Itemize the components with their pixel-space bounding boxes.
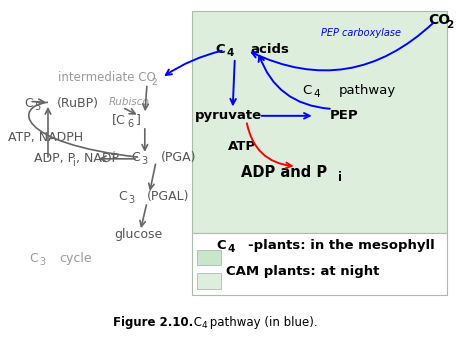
Text: intermediate CO: intermediate CO [58,71,155,84]
Text: ADP, P: ADP, P [34,152,75,165]
Text: PEP carboxylase: PEP carboxylase [321,28,401,38]
Text: cycle: cycle [59,252,92,265]
Text: pathway (in blue).: pathway (in blue). [206,316,318,329]
Text: [C: [C [112,113,126,126]
Text: C: C [29,252,37,265]
Text: ADP and P: ADP and P [241,165,328,180]
FancyBboxPatch shape [197,250,221,265]
Text: 2: 2 [446,20,453,30]
Text: 3: 3 [142,156,148,166]
Text: acids: acids [251,42,290,56]
Text: 3: 3 [39,257,45,268]
Text: CO: CO [428,13,451,27]
Text: Figure 2.10.: Figure 2.10. [113,316,193,329]
Text: C: C [216,239,226,252]
Text: C: C [132,151,140,164]
Text: pyruvate: pyruvate [194,109,262,122]
Text: C: C [190,316,202,329]
Text: 2: 2 [152,78,157,87]
FancyBboxPatch shape [197,273,221,289]
Text: , NADP: , NADP [76,152,119,165]
Text: pathway: pathway [338,84,396,97]
Text: ]: ] [136,113,141,126]
Text: 6: 6 [128,119,134,129]
Text: 4: 4 [201,321,207,330]
Text: 5: 5 [34,102,40,112]
Text: +: + [109,150,117,160]
Text: 4: 4 [227,48,234,58]
Text: C: C [24,97,33,110]
FancyBboxPatch shape [192,11,447,233]
Text: glucose: glucose [114,228,162,241]
Text: C: C [118,190,127,203]
Text: i: i [338,171,342,184]
Text: 4: 4 [227,244,235,254]
Text: C: C [302,84,311,97]
Text: 4: 4 [313,89,320,100]
Text: -plants: in the mesophyll: -plants: in the mesophyll [248,239,435,252]
Text: ATP: ATP [228,140,255,153]
Text: Rubisco: Rubisco [109,97,150,107]
Text: (RuBP): (RuBP) [57,97,99,110]
Text: (PGAL): (PGAL) [147,190,190,203]
Text: i: i [72,158,74,168]
Text: PEP: PEP [329,109,358,122]
FancyBboxPatch shape [192,233,447,295]
Text: CAM plants: at night: CAM plants: at night [226,265,379,278]
Text: (PGA): (PGA) [161,151,196,164]
Text: ATP, NADPH: ATP, NADPH [8,131,83,144]
Text: C: C [215,42,225,56]
Text: 3: 3 [128,195,134,205]
